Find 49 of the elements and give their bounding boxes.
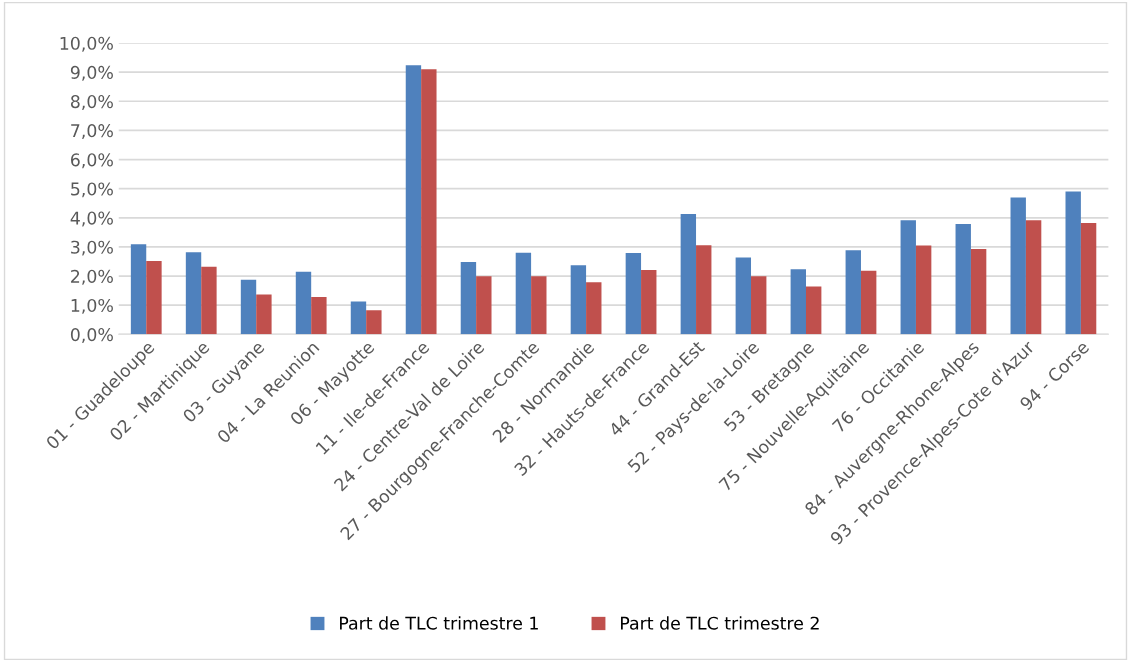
bar <box>460 262 477 335</box>
bar <box>185 252 202 335</box>
bar <box>845 250 861 335</box>
y-tick-label: 1,0% <box>71 298 113 314</box>
bar <box>476 276 492 335</box>
bar <box>586 282 602 335</box>
bar <box>970 248 987 335</box>
y-tick-label: 10,0% <box>60 36 113 52</box>
bar <box>625 253 642 335</box>
y-tick-label: 4,0% <box>70 211 113 227</box>
bar <box>1025 220 1042 335</box>
bar <box>735 257 752 335</box>
y-tick-label: 0,0% <box>70 328 113 343</box>
bar <box>421 69 437 335</box>
bar <box>680 214 697 335</box>
bar <box>311 297 327 335</box>
bar <box>515 252 532 335</box>
bar <box>900 220 916 335</box>
legend-label: Part de TLC trimestre 1 <box>340 616 538 630</box>
bar <box>751 276 767 335</box>
bar <box>696 245 712 335</box>
bar <box>641 269 657 335</box>
bar <box>531 276 547 335</box>
y-tick-label: 9,0% <box>70 65 113 81</box>
bar <box>350 301 367 335</box>
y-tick-label: 7,0% <box>71 124 113 140</box>
bar <box>366 310 382 335</box>
bar <box>570 265 587 335</box>
bar <box>295 271 312 335</box>
bar <box>146 260 162 335</box>
bar <box>201 266 217 335</box>
bar <box>1065 191 1081 335</box>
legend-label: Part de TLC trimestre 2 <box>621 616 819 630</box>
bar <box>860 270 877 335</box>
bar <box>805 286 822 335</box>
bar <box>130 244 147 335</box>
bar <box>1010 197 1026 335</box>
bar <box>1080 223 1097 335</box>
y-tick-label: 5,0% <box>71 182 113 198</box>
y-tick-label: 3,0% <box>71 240 113 256</box>
bar <box>240 279 257 335</box>
bar <box>790 269 806 335</box>
y-tick-label: 6,0% <box>71 153 113 169</box>
bar <box>955 223 971 335</box>
bar <box>405 65 422 335</box>
y-tick-label: 2,0% <box>71 269 113 285</box>
bar <box>915 245 932 335</box>
bar <box>256 294 272 335</box>
y-tick-label: 8,0% <box>70 95 113 110</box>
